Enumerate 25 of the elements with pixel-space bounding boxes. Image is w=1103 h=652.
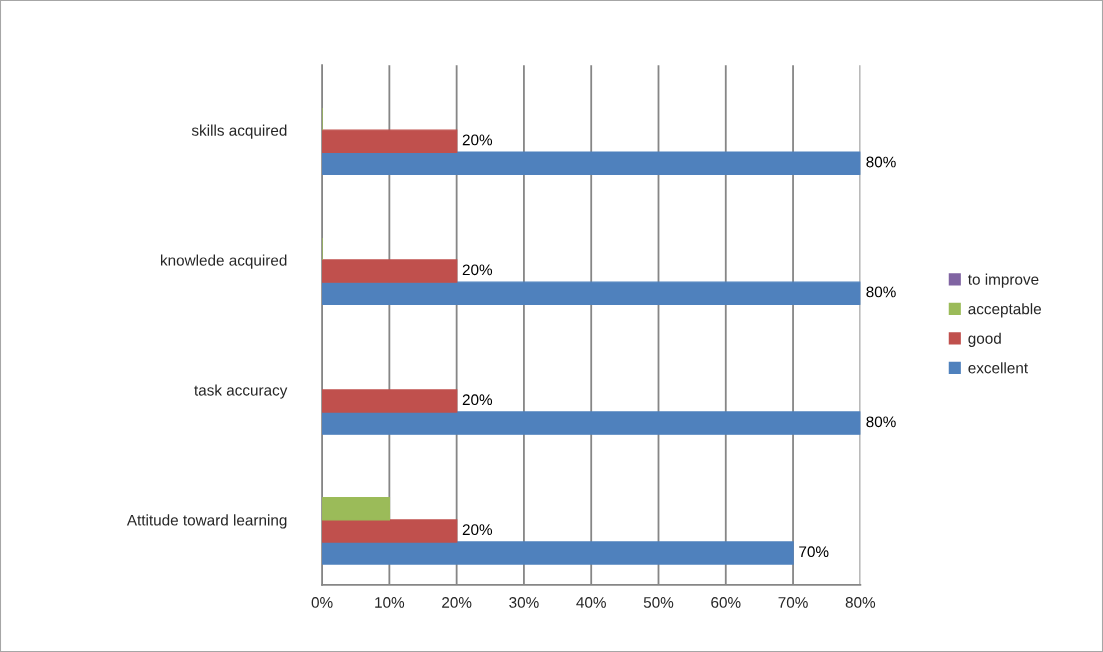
data-label: 20% [462,394,493,406]
legend-label: acceptable [968,303,1041,318]
y-tick-label: skills acquired [191,124,287,139]
x-tick-label: 20% [442,597,472,608]
y-tick-label: task accuracy [194,384,288,399]
data-label: 20% [462,134,493,146]
x-tick-label: 10% [375,597,405,608]
x-tick-label: 40% [576,597,606,608]
legend-label: good [968,332,1001,347]
data-label: 80% [866,416,896,428]
y-tick-label: knowlede acquired [160,254,287,269]
x-tick-label: 50% [643,597,674,608]
legend-label: to improve [968,273,1039,288]
data-label: 20% [462,524,493,536]
legend-label: excellent [968,362,1028,374]
x-tick-label: 80% [845,597,876,608]
data-label: 20% [462,264,493,276]
y-tick-label: Attitude toward learning [126,514,287,529]
x-tick-label: 0% [311,597,333,608]
data-label: 70% [799,546,829,558]
x-tick-label: 70% [778,597,808,608]
x-tick-label: 30% [509,597,539,608]
data-label: 80% [866,286,896,298]
data-label: 80% [866,156,896,168]
x-tick-label: 60% [711,597,741,608]
